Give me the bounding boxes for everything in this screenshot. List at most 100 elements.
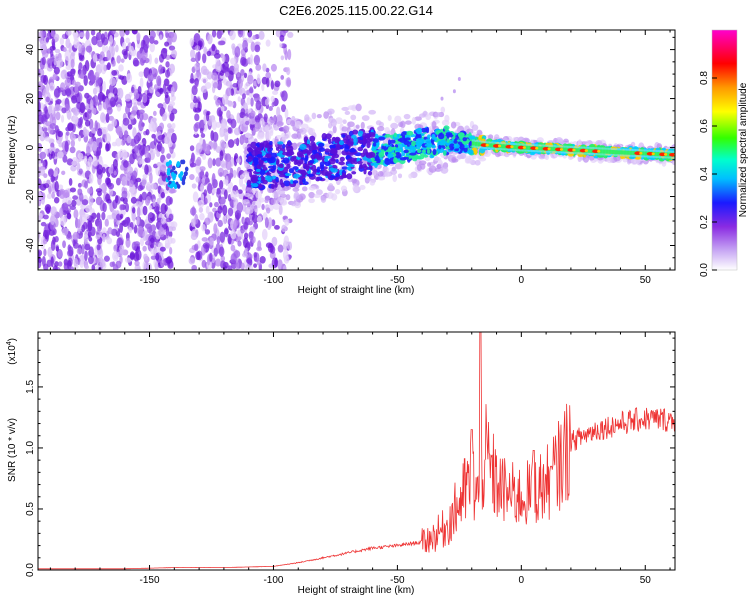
heatmap-cell: [112, 159, 118, 170]
heatmap-cell: [284, 173, 292, 176]
heatmap-cell: [55, 111, 61, 121]
heatmap-cell: [119, 213, 124, 219]
heatmap-cell: [449, 143, 455, 150]
heatmap-cell: [408, 173, 413, 179]
heatmap-cell: [474, 141, 478, 146]
heatmap-cell: [279, 34, 285, 42]
heatmap-cell: [94, 120, 98, 132]
heatmap-cell: [264, 198, 269, 204]
heatmap-cell: [542, 146, 550, 151]
heatmap-cell: [308, 191, 315, 199]
heatmap-cell: [301, 170, 307, 177]
heatmap-cell: [115, 194, 119, 204]
heatmap-cell: [513, 145, 517, 150]
heatmap-cell: [60, 82, 66, 91]
heatmap-cell: [69, 266, 75, 270]
heatmap-cell: [641, 151, 645, 156]
heatmap-cell: [211, 119, 217, 131]
heatmap-cell: [88, 118, 94, 130]
heatmap-cell: [248, 220, 253, 226]
heatmap-cell: [403, 149, 409, 154]
heatmap-cell: [102, 166, 106, 174]
heatmap-cell: [49, 122, 57, 130]
heatmap-cell: [335, 117, 343, 125]
heatmap-cell: [102, 233, 106, 243]
heatmap-cell: [102, 202, 107, 213]
heatmap-cell: [428, 165, 437, 173]
heatmap-cell: [362, 139, 366, 146]
heatmap-cell: [169, 261, 174, 269]
heatmap-cell: [73, 38, 80, 49]
heatmap-cell: [383, 146, 387, 151]
heatmap-cell: [176, 162, 180, 168]
heatmap-cell: [259, 255, 266, 264]
heatmap-cell: [277, 259, 283, 270]
heatmap-cell: [152, 149, 158, 155]
heatmap-cell: [106, 237, 113, 245]
heatmap-cell: [632, 150, 636, 155]
heatmap-cell: [105, 142, 110, 152]
heatmap-cell: [317, 142, 325, 148]
heatmap-cell: [414, 116, 422, 121]
heatmap-cell: [424, 143, 432, 147]
heatmap-cell: [246, 89, 250, 96]
heatmap-cell: [60, 114, 65, 123]
heatmap-cell: [38, 231, 41, 243]
heatmap-cell: [72, 30, 79, 38]
heatmap-cell: [468, 149, 474, 155]
heatmap-cell: [287, 145, 293, 149]
spectrogram-x-ticks: -150 -100 -50 0 50: [49, 30, 671, 286]
heatmap-cell: [242, 172, 249, 178]
heatmap-cell: [476, 129, 483, 136]
heatmap-cell: [198, 206, 204, 213]
heatmap-cell: [388, 146, 394, 151]
heatmap-cell: [116, 55, 121, 64]
heatmap-cell: [48, 82, 55, 92]
colorbar-tick-label: 0.2: [699, 215, 710, 229]
heatmap-cell: [274, 195, 281, 202]
heatmap-cell: [84, 243, 91, 251]
heatmap-cell: [403, 113, 411, 120]
heatmap-cell: [194, 243, 199, 252]
heatmap-cell: [58, 261, 63, 267]
heatmap-cell: [80, 44, 86, 56]
heatmap-cell: [487, 134, 494, 140]
heatmap-cell: [608, 149, 612, 154]
heatmap-cell: [335, 159, 339, 164]
heatmap-cell: [159, 246, 166, 252]
heatmap-cell: [308, 128, 315, 135]
x-tick-label: -50: [390, 575, 405, 586]
heatmap-cell: [292, 180, 299, 184]
snr-y-ticks: 0.00.51.01.5: [25, 337, 675, 577]
heatmap-cell: [167, 236, 173, 245]
heatmap-cell: [271, 219, 276, 227]
heatmap-cell: [477, 142, 481, 147]
heatmap-cell: [552, 147, 556, 152]
heatmap-cell: [119, 222, 124, 234]
heatmap-cell: [150, 246, 155, 255]
heatmap-cell: [355, 124, 360, 129]
heatmap-cell: [89, 173, 94, 184]
heatmap-cell: [331, 156, 335, 160]
heatmap-cell: [121, 249, 129, 256]
heatmap-cell: [159, 34, 163, 41]
heatmap-cell: [342, 119, 347, 125]
heatmap-cell: [222, 215, 227, 225]
heatmap-cell: [355, 103, 362, 112]
heatmap-cell: [346, 173, 353, 180]
heatmap-cell: [152, 198, 156, 208]
heatmap-cell: [237, 78, 243, 89]
heatmap-cell: [224, 143, 229, 149]
heatmap-cell: [169, 247, 173, 255]
heatmap-cell: [165, 256, 172, 264]
heatmap-cell: [329, 175, 336, 179]
heatmap-cell: [76, 247, 83, 255]
heatmap-cell: [108, 186, 114, 197]
heatmap-cell: [97, 91, 105, 102]
heatmap-cell: [201, 237, 208, 242]
heatmap-cell: [205, 171, 209, 178]
heatmap-cell: [101, 211, 106, 221]
heatmap-cell: [240, 135, 247, 144]
heatmap-cell: [160, 191, 166, 199]
heatmap-cell: [517, 145, 525, 150]
